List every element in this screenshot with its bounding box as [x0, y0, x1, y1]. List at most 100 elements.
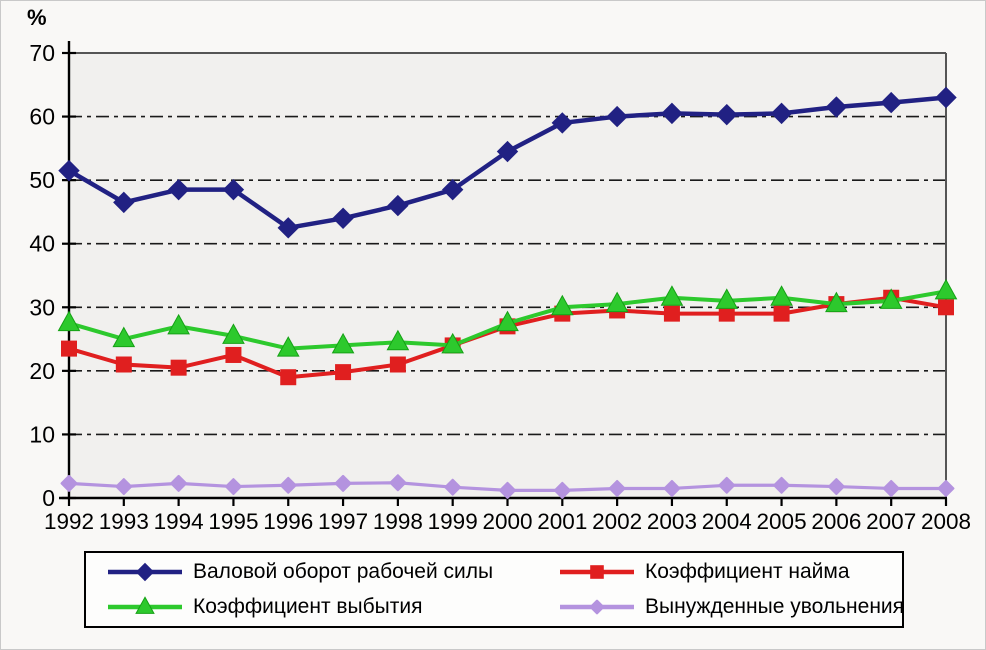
- marker-diamond: [58, 159, 80, 182]
- marker-diamond-small: [389, 474, 407, 492]
- marker-diamond: [935, 86, 957, 109]
- x-tick-label-2007: 2007: [866, 509, 916, 534]
- y-tick-label-0: 0: [42, 485, 55, 511]
- marker-diamond: [387, 194, 409, 217]
- x-tick-label-1996: 1996: [263, 509, 313, 534]
- marker-diamond: [441, 178, 464, 201]
- y-tick-label-10: 10: [29, 421, 55, 447]
- legend-label-hiring-rate: Коэффициент найма: [645, 560, 850, 584]
- y-tick-label-20: 20: [29, 358, 55, 384]
- marker-triangle: [934, 278, 958, 300]
- marker-diamond-small: [718, 476, 736, 494]
- marker-triangle: [276, 336, 300, 357]
- legend-swatch-hiring-rate: [560, 565, 634, 580]
- marker-square: [938, 299, 954, 316]
- x-tick-label-2004: 2004: [702, 509, 752, 534]
- x-tick-label-2003: 2003: [647, 509, 697, 534]
- legend-swatch-separation-rate: [108, 595, 182, 614]
- marker-diamond: [222, 178, 245, 201]
- marker-diamond-small: [170, 474, 188, 492]
- marker-diamond-small: [279, 476, 297, 494]
- marker-triangle: [57, 310, 81, 332]
- marker-diamond-small: [663, 479, 681, 497]
- marker-diamond: [880, 91, 902, 114]
- marker-diamond: [167, 178, 190, 201]
- marker-diamond-small: [444, 478, 462, 496]
- x-tick-label-2008: 2008: [921, 509, 971, 534]
- marker-square: [773, 305, 790, 322]
- series-separation-rate: [57, 278, 958, 357]
- marker-triangle: [496, 310, 519, 332]
- y-tick-label-30: 30: [29, 294, 55, 320]
- marker-triangle: [550, 294, 574, 316]
- marker-diamond: [716, 103, 738, 126]
- marker-triangle: [331, 332, 355, 354]
- x-tick-label-2000: 2000: [482, 509, 532, 534]
- legend-label-gross-labor-turnover: Валовой оборот рабочей силы: [193, 560, 494, 584]
- marker-diamond: [496, 140, 519, 163]
- y-tick-label-50: 50: [29, 167, 55, 193]
- y-tick-label-70: 70: [29, 40, 55, 66]
- marker-triangle: [605, 291, 629, 313]
- marker-square: [225, 346, 242, 363]
- marker-triangle: [135, 595, 155, 614]
- legend: Валовой оборот рабочей силы Коэффициент …: [84, 551, 904, 628]
- marker-triangle: [660, 285, 684, 306]
- marker-square: [280, 369, 297, 386]
- y-tick-label-40: 40: [29, 231, 55, 257]
- marker-diamond-small: [608, 479, 626, 497]
- marker-diamond-small: [882, 479, 900, 497]
- marker-diamond: [661, 102, 683, 125]
- marker-diamond-small: [937, 479, 955, 497]
- y-tick-label-60: 60: [29, 104, 55, 130]
- marker-triangle: [825, 291, 848, 313]
- x-tick-label-1994: 1994: [154, 509, 204, 534]
- marker-square: [115, 356, 132, 373]
- marker-diamond: [606, 105, 628, 128]
- x-tick-label-1999: 1999: [428, 509, 478, 534]
- legend-item-forced-layoffs: Вынужденные увольнения: [538, 595, 904, 619]
- legend-label-forced-layoffs: Вынужденные увольнения: [645, 594, 905, 618]
- marker-diamond-small: [589, 599, 605, 615]
- marker-diamond-small: [334, 474, 352, 492]
- legend-item-gross-labor-turnover: Валовой оборот рабочей силы: [86, 560, 538, 584]
- legend-label-separation-rate: Коэффициент выбытия: [193, 594, 423, 618]
- marker-triangle: [112, 326, 136, 348]
- marker-diamond: [825, 96, 848, 118]
- marker-diamond-small: [773, 476, 791, 494]
- series-gross-labor-turnover: [58, 86, 957, 239]
- x-tick-label-1992: 1992: [44, 509, 94, 534]
- marker-diamond: [113, 191, 135, 214]
- marker-square: [170, 359, 187, 376]
- marker-square: [590, 565, 604, 580]
- marker-square: [389, 356, 406, 373]
- x-tick-label-2001: 2001: [537, 509, 587, 534]
- marker-triangle: [715, 288, 739, 309]
- x-tick-label-1998: 1998: [373, 509, 423, 534]
- x-tick-label-1997: 1997: [318, 509, 368, 534]
- x-tick-label-2006: 2006: [811, 509, 861, 534]
- marker-diamond: [332, 207, 354, 229]
- legend-swatch-gross-labor-turnover: [108, 563, 182, 582]
- legend-swatch-forced-layoffs: [560, 599, 634, 615]
- x-tick-label-1995: 1995: [208, 509, 258, 534]
- marker-diamond-small: [60, 474, 78, 492]
- marker-diamond-small: [224, 478, 242, 496]
- marker-triangle: [222, 323, 245, 344]
- marker-diamond: [135, 563, 155, 582]
- series-forced-layoffs: [60, 474, 955, 499]
- x-tick-label-1993: 1993: [99, 509, 149, 534]
- legend-item-hiring-rate: Коэффициент найма: [538, 560, 904, 584]
- marker-triangle: [441, 332, 465, 354]
- marker-diamond: [551, 112, 574, 134]
- marker-square: [663, 305, 680, 322]
- marker-square: [61, 340, 77, 357]
- x-tick-label-2002: 2002: [592, 509, 642, 534]
- marker-square: [718, 305, 735, 322]
- legend-item-separation-rate: Коэффициент выбытия: [86, 595, 538, 619]
- marker-square: [335, 364, 352, 381]
- plot-area: [69, 53, 946, 498]
- y-axis-unit-label: %: [27, 5, 47, 30]
